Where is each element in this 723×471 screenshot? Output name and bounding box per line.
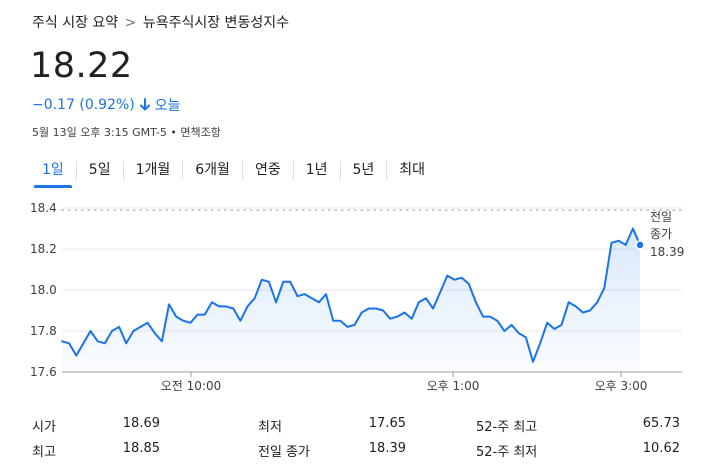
breadcrumb-separator: > [124,15,137,31]
x-tick-label: 오후 3:00 [595,379,648,393]
tab-5y[interactable]: 5년 [352,162,375,178]
price-line[interactable] [61,227,641,363]
y-tick-label: 18.0 [30,283,57,297]
tab-5d[interactable]: 5일 [88,162,111,178]
range-tabs: 1일 5일 1개월 6개월 연중 1년 5년 최대 [30,155,437,188]
tab-6m[interactable]: 6개월 [195,162,230,178]
price-area-fill [62,228,640,372]
y-tick-label: 17.8 [30,324,57,338]
stat-value-52wk-low: 10.62 [642,441,680,456]
tab-ytd[interactable]: 연중 [254,162,281,178]
stat-label-high: 최고 [32,445,56,460]
breadcrumb-current: 뉴욕주식시장 변동성지수 [142,15,289,31]
breadcrumb: 주식 시장 요약 > 뉴욕주식시장 변동성지수 [32,12,289,32]
tab-divider [75,161,77,179]
tab-divider [182,161,184,179]
last-price-point[interactable] [635,240,645,250]
price-change: −0.17 (0.92%) 오늘 [32,95,181,115]
current-price: 18.22 [30,46,133,86]
tab-1m[interactable]: 1개월 [135,162,171,178]
tab-max[interactable]: 최대 [399,162,426,178]
tab-divider [339,161,341,179]
stat-value-open: 18.69 [122,416,160,431]
stat-value-prev-close: 18.39 [368,441,406,456]
price-change-period: 오늘 [154,98,181,114]
stats-row: 시가 18.69 최저 17.65 52-주 최고 65.73 [32,416,692,441]
y-tick-label: 17.6 [30,365,57,379]
x-tick-label: 오전 10:00 [161,379,221,393]
previous-close-value: 18.39 [650,245,684,259]
stats-row: 최고 18.85 전일 종가 18.39 52-주 최저 10.62 [32,441,692,466]
previous-close-label-line2: 종가 [650,227,672,241]
stat-label-prev-close: 전일 종가 [258,445,310,460]
stat-value-low: 17.65 [368,416,406,431]
previous-close-label-line1: 전일 [650,210,672,224]
y-tick-label: 18.4 [30,201,57,215]
arrow-down-icon [139,98,150,111]
stat-label-open: 시가 [32,420,56,435]
tab-divider [292,161,294,179]
y-tick-label: 18.2 [30,242,57,256]
stats-table: 시가 18.69 최저 17.65 52-주 최고 65.73 최고 18.85… [32,416,692,466]
stat-label-low: 최저 [258,420,282,435]
x-tick-label: 오후 1:00 [427,379,480,393]
price-change-value: −0.17 (0.92%) [32,97,135,113]
tab-1y[interactable]: 1년 [305,162,328,178]
stat-label-52wk-low: 52-주 최저 [476,445,538,460]
stat-value-high: 18.85 [122,441,160,456]
tab-divider [241,161,243,179]
tab-divider [386,161,388,179]
quote-timestamp: 5월 13일 오후 3:15 GMT-5 • 면책조항 [32,126,221,139]
breadcrumb-parent-link[interactable]: 주식 시장 요약 [32,15,119,31]
tab-divider [122,161,124,179]
tab-1d[interactable]: 1일 [30,155,76,188]
stat-label-52wk-high: 52-주 최고 [476,420,538,435]
price-chart[interactable]: 18.4 18.2 18.0 17.8 17.6 오전 10:00 오후 1:00 오후 3:… [0,196,723,396]
stat-value-52wk-high: 65.73 [642,416,680,431]
